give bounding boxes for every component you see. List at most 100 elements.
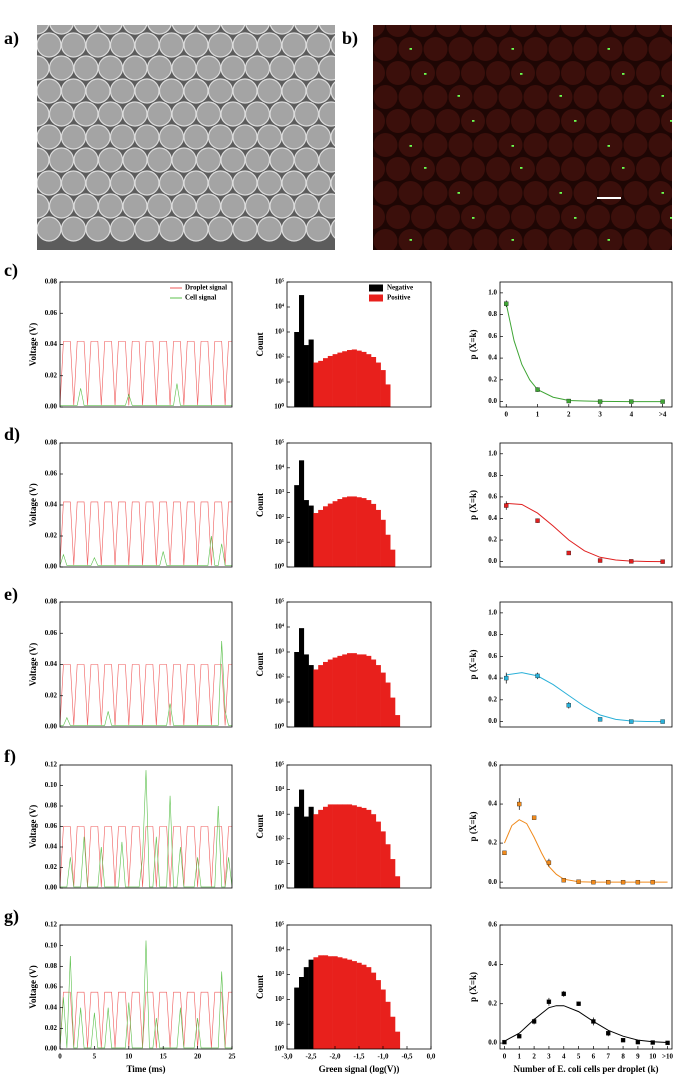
y-axis-label: p (X=k) bbox=[468, 490, 478, 520]
histogram-bar bbox=[371, 659, 377, 727]
histogram-bar bbox=[366, 354, 372, 407]
histogram-bar bbox=[361, 807, 367, 888]
x-tick-label: >10 bbox=[662, 1053, 673, 1061]
x-tick-label: 5 bbox=[93, 1053, 97, 1061]
x-tick-label: 3 bbox=[547, 1053, 551, 1061]
y-tick-label: 10² bbox=[275, 834, 284, 842]
histogram-bar bbox=[371, 357, 377, 407]
cell bbox=[424, 73, 427, 75]
histogram-bar bbox=[361, 498, 367, 567]
droplet bbox=[60, 216, 87, 242]
panel-label: g) bbox=[4, 906, 19, 927]
droplet bbox=[536, 25, 560, 37]
droplet bbox=[548, 37, 573, 61]
y-tick-label: 10⁵ bbox=[275, 598, 284, 606]
plot-frame bbox=[499, 764, 673, 889]
droplet bbox=[498, 85, 523, 109]
cell bbox=[511, 48, 514, 50]
y-tick-label: 0.0 bbox=[488, 878, 497, 886]
cell bbox=[472, 217, 475, 219]
histogram-bar bbox=[308, 959, 314, 1049]
y-tick-label: 10² bbox=[275, 513, 284, 521]
droplet bbox=[305, 124, 332, 150]
histogram-bar bbox=[342, 804, 348, 888]
droplet bbox=[85, 124, 111, 150]
histogram-bar bbox=[299, 295, 305, 407]
droplet bbox=[293, 147, 320, 173]
droplet bbox=[318, 101, 335, 127]
histogram-bar bbox=[356, 350, 362, 407]
trace bbox=[60, 770, 232, 888]
histogram-bar bbox=[347, 350, 353, 407]
y-tick-label: 0.04 bbox=[45, 660, 58, 668]
droplet bbox=[386, 157, 410, 181]
droplet bbox=[398, 229, 423, 250]
droplet bbox=[256, 32, 283, 58]
droplet bbox=[411, 109, 435, 133]
droplet bbox=[134, 78, 160, 104]
y-axis-label: Count bbox=[255, 493, 265, 517]
histogram-bar bbox=[323, 806, 329, 888]
droplet bbox=[85, 32, 111, 58]
droplet bbox=[269, 25, 295, 35]
droplet bbox=[97, 101, 124, 127]
droplet bbox=[244, 55, 271, 81]
droplet bbox=[436, 61, 460, 85]
droplet bbox=[98, 25, 123, 35]
data-point bbox=[504, 675, 509, 681]
y-tick-label: 10³ bbox=[275, 970, 284, 978]
droplet bbox=[330, 173, 335, 193]
droplet bbox=[661, 61, 672, 85]
cell bbox=[457, 192, 460, 194]
legend-label: Negative bbox=[387, 284, 413, 292]
y-tick-label: 0.10 bbox=[45, 941, 58, 949]
data-point bbox=[660, 719, 665, 724]
y-tick-label: 0.2 bbox=[488, 375, 497, 383]
histogram-bar bbox=[308, 806, 314, 888]
y-axis-label: Count bbox=[255, 975, 265, 999]
droplet bbox=[37, 78, 62, 104]
data-point bbox=[635, 1039, 641, 1045]
plot-area bbox=[294, 628, 401, 727]
droplet bbox=[195, 55, 222, 81]
droplet bbox=[386, 25, 410, 37]
y-tick-label: 10⁴ bbox=[275, 623, 285, 631]
plot-frame bbox=[286, 924, 432, 1050]
y-tick-label: 0.8 bbox=[488, 471, 497, 479]
droplet bbox=[232, 216, 258, 242]
y-tick-label: 0.4 bbox=[488, 354, 497, 362]
droplet bbox=[636, 61, 660, 85]
y-tick-label: 0.2 bbox=[488, 839, 497, 847]
plot-area bbox=[294, 295, 391, 407]
y-tick-label: 10² bbox=[275, 995, 284, 1003]
droplet bbox=[305, 170, 332, 196]
droplet bbox=[461, 61, 485, 85]
droplet bbox=[73, 193, 99, 219]
droplet bbox=[536, 205, 560, 229]
droplet bbox=[281, 170, 307, 196]
droplet bbox=[373, 229, 398, 250]
droplet bbox=[411, 61, 435, 85]
droplet bbox=[171, 101, 197, 127]
histogram-bar bbox=[318, 955, 324, 1049]
cell bbox=[559, 95, 562, 97]
histogram-bar bbox=[337, 804, 343, 888]
chart: 0.00 0.02 0.04 0.06 0.08 Voltage (V) bbox=[28, 598, 233, 731]
droplet bbox=[122, 193, 148, 219]
y-tick-label: 0.02 bbox=[45, 691, 58, 699]
data-point bbox=[531, 1019, 537, 1024]
droplet bbox=[196, 25, 221, 35]
droplet bbox=[448, 133, 473, 157]
histogram-bar bbox=[351, 349, 357, 407]
droplet bbox=[195, 147, 222, 173]
trace bbox=[60, 501, 232, 566]
droplet bbox=[598, 229, 623, 250]
panel-label: d) bbox=[4, 424, 20, 445]
y-tick-label: 0.2 bbox=[488, 695, 497, 703]
x-tick-label: 0 bbox=[503, 1053, 507, 1061]
y-tick-label: 0.04 bbox=[45, 501, 58, 509]
droplet bbox=[586, 157, 610, 181]
plot-area bbox=[60, 641, 232, 726]
x-tick-label: 1 bbox=[536, 411, 540, 419]
droplets bbox=[373, 25, 672, 250]
